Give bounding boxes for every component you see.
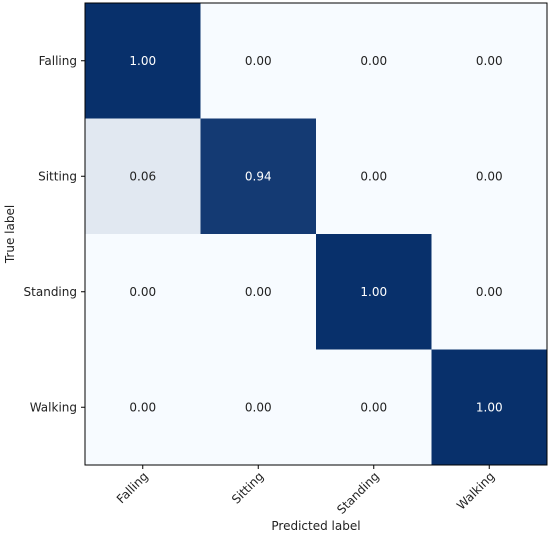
cell-value-label: 0.00: [245, 285, 272, 299]
x-tick-label: Walking: [454, 469, 497, 512]
heatmap-cell: [431, 118, 548, 235]
y-tick-label: Walking: [30, 400, 77, 414]
heatmap-cell: [200, 3, 317, 119]
heatmap-cells: [85, 3, 548, 466]
cell-value-label: 0.00: [245, 54, 272, 68]
cell-value-label: 0.06: [129, 169, 156, 183]
x-tick-label: Standing: [334, 469, 382, 517]
heatmap-cell: [316, 3, 432, 119]
cell-value-label: 1.00: [129, 54, 156, 68]
heatmap-cell: [200, 234, 317, 350]
heatmap-cell: [85, 3, 201, 119]
heatmap-cell: [431, 349, 548, 466]
plot-frame: [84, 2, 548, 466]
y-tick-label: Sitting: [38, 169, 77, 183]
y-tick-label: Falling: [39, 54, 77, 68]
x-axis-label: Predicted label: [271, 519, 360, 533]
heatmap-cell: [85, 118, 201, 235]
y-axis-ticks: Falling Sitting Standing Walking: [24, 54, 85, 414]
heatmap-cell: [316, 234, 432, 350]
heatmap-cell: [431, 3, 548, 119]
y-axis-label: True label: [3, 205, 17, 264]
cell-value-label: 1.00: [360, 285, 387, 299]
heatmap-cell: [316, 349, 432, 466]
heatmap-cell: [85, 234, 201, 350]
x-axis-ticks: Falling Sitting Standing Walking: [114, 465, 497, 517]
cell-value-label: 1.00: [476, 400, 503, 414]
cell-value-label: 0.00: [476, 285, 503, 299]
heatmap-cell: [200, 349, 317, 466]
heatmap-cell: [85, 349, 201, 466]
cell-value-label: 0.00: [360, 400, 387, 414]
cell-value-label: 0.00: [129, 285, 156, 299]
cell-value-label: 0.00: [245, 400, 272, 414]
x-tick-label: Sitting: [229, 469, 266, 506]
heatmap-cell: [316, 118, 432, 235]
cell-value-label: 0.00: [129, 400, 156, 414]
cell-value-label: 0.94: [245, 169, 272, 183]
cell-value-label: 0.00: [476, 54, 503, 68]
x-tick-label: Falling: [114, 469, 151, 506]
cell-value-label: 0.00: [360, 54, 387, 68]
cell-value-labels: 1.00 0.00 0.00 0.00 0.06 0.94 0.00 0.00 0.00 0.00…: [129, 54, 502, 415]
cell-value-label: 0.00: [476, 169, 503, 183]
heatmap-cell: [431, 234, 548, 350]
cell-value-label: 0.00: [360, 169, 387, 183]
y-tick-label: Standing: [24, 285, 77, 299]
heatmap-cell: [200, 118, 317, 235]
